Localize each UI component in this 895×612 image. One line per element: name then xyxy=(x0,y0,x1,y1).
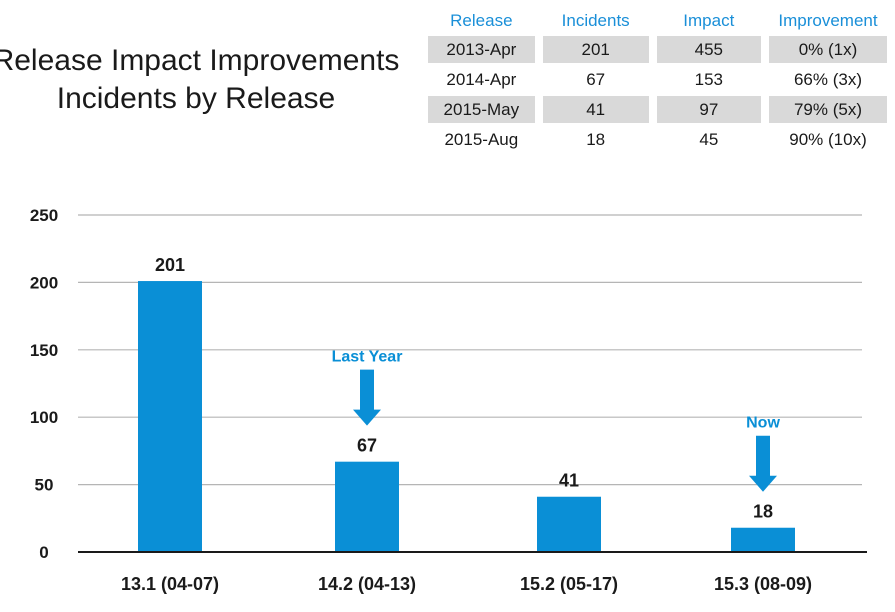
x-tick-label: 13.1 (04-07) xyxy=(121,574,219,594)
y-tick-label: 200 xyxy=(30,273,58,292)
x-tick-label: 14.2 (04-13) xyxy=(318,574,416,594)
cell-impact: 153 xyxy=(694,69,723,89)
summary-table: Release Incidents Impact Improvement 201… xyxy=(420,6,895,156)
cell-impact: 455 xyxy=(656,36,761,63)
cell-incidents: 18 xyxy=(586,129,606,149)
bar xyxy=(335,461,399,552)
bar xyxy=(731,527,795,552)
down-arrow-icon xyxy=(353,369,381,426)
cell-improvement: 79% (5x) xyxy=(768,96,887,123)
header-release: Release xyxy=(450,11,513,30)
table-row: 2013-Apr 201 455 0% (1x) xyxy=(428,36,887,63)
data-label: 41 xyxy=(559,471,579,491)
cell-impact: 97 xyxy=(656,96,761,123)
bar xyxy=(138,281,202,552)
table-row: 2014-Apr 67 153 66% (3x) xyxy=(428,66,887,93)
header-improvement: Improvement xyxy=(778,11,878,30)
title-line-2: Incidents by Release xyxy=(56,82,336,115)
cell-impact: 45 xyxy=(699,129,719,149)
x-tick-label: 15.2 (05-17) xyxy=(520,574,618,594)
bar-chart: 0 50 100 150 200 250 201 67 41 18 13.1 (04-07) 14.2… xyxy=(30,206,867,594)
cell-release: 2015-Aug xyxy=(444,129,519,149)
y-tick-label: 250 xyxy=(30,206,58,225)
y-tick-label: 150 xyxy=(30,341,58,360)
table-row: 2015-Aug 18 45 90% (10x) xyxy=(428,126,887,153)
chart-title: Release Impact Improvements Incidents by… xyxy=(0,42,406,118)
title-line-1: Release Impact Improvements xyxy=(0,44,400,77)
cell-incidents: 201 xyxy=(542,36,649,63)
cell-incidents: 41 xyxy=(542,96,649,123)
down-arrow-icon xyxy=(749,435,777,492)
header-incidents: Incidents xyxy=(561,11,630,30)
x-tick-label: 15.3 (08-09) xyxy=(714,574,812,594)
data-label: 67 xyxy=(357,436,377,456)
cell-improvement: 90% (10x) xyxy=(789,129,867,149)
y-tick-label: 100 xyxy=(30,408,58,427)
y-tick-label: 0 xyxy=(39,543,48,562)
cell-release: 2013-Apr xyxy=(428,36,535,63)
bar xyxy=(537,496,601,552)
cell-improvement: 66% (3x) xyxy=(793,69,862,89)
header-impact: Impact xyxy=(683,11,735,30)
cell-release: 2014-Apr xyxy=(446,69,517,89)
annotation-label: Now xyxy=(746,415,780,432)
cell-incidents: 67 xyxy=(586,69,606,89)
annotation-label: Last Year xyxy=(332,349,403,366)
table-row: 2015-May 41 97 79% (5x) xyxy=(428,96,887,123)
cell-improvement: 0% (1x) xyxy=(768,36,887,63)
data-label: 201 xyxy=(155,255,185,275)
y-tick-label: 50 xyxy=(35,476,54,495)
data-label: 18 xyxy=(753,502,773,522)
cell-release: 2015-May xyxy=(428,96,535,123)
table-header-row: Release Incidents Impact Improvement xyxy=(428,9,887,33)
